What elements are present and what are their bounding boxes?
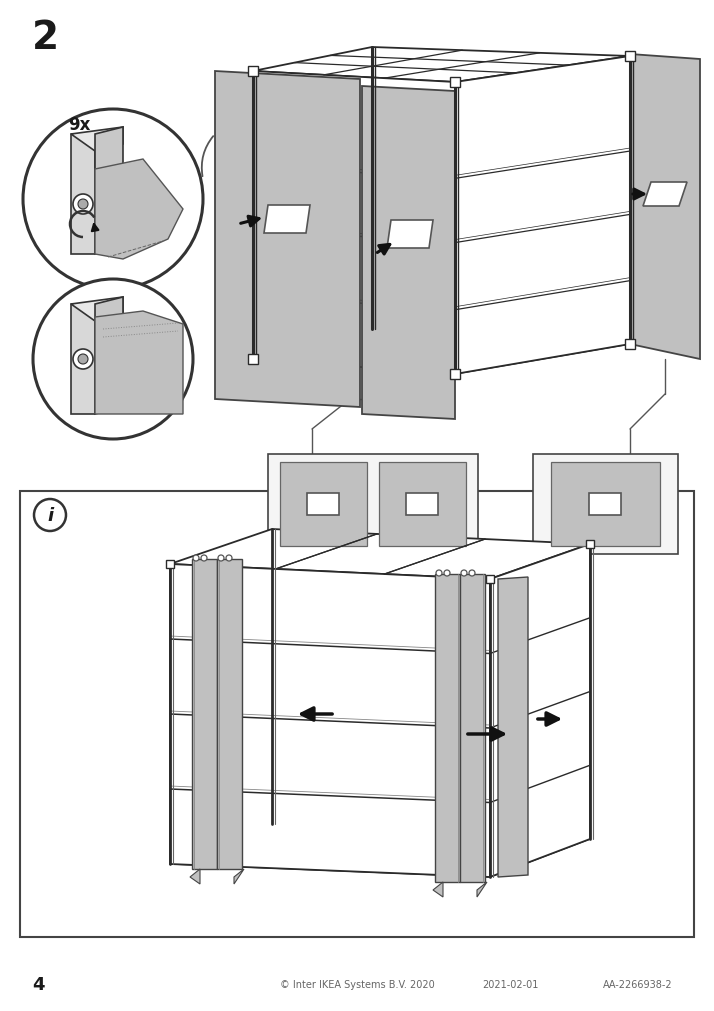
FancyBboxPatch shape [625,52,635,62]
Circle shape [436,570,442,576]
Polygon shape [362,87,455,420]
Polygon shape [589,493,621,516]
Polygon shape [455,57,630,375]
Circle shape [23,110,203,290]
Polygon shape [433,883,443,897]
Text: 2021-02-01: 2021-02-01 [482,979,538,989]
FancyBboxPatch shape [248,67,258,77]
Text: i: i [47,507,53,525]
Polygon shape [95,311,183,415]
Circle shape [73,350,93,370]
FancyBboxPatch shape [625,340,635,350]
Polygon shape [268,455,478,554]
Text: © Inter IKEA Systems B.V. 2020: © Inter IKEA Systems B.V. 2020 [280,979,434,989]
Circle shape [201,555,207,561]
Text: 4: 4 [32,975,44,993]
Polygon shape [630,55,700,360]
Polygon shape [551,463,660,547]
Polygon shape [477,883,487,897]
Polygon shape [192,559,217,869]
Polygon shape [71,134,95,255]
Polygon shape [460,574,485,883]
Polygon shape [71,127,123,152]
FancyBboxPatch shape [586,541,594,548]
Circle shape [461,570,467,576]
FancyBboxPatch shape [248,355,258,365]
Circle shape [73,195,93,214]
Circle shape [193,555,199,561]
Polygon shape [95,127,123,255]
Polygon shape [264,206,310,234]
Polygon shape [71,304,95,415]
Polygon shape [215,72,360,407]
Circle shape [33,280,193,440]
Polygon shape [234,869,244,885]
Polygon shape [95,297,123,415]
Polygon shape [435,574,460,883]
Polygon shape [280,463,367,547]
FancyBboxPatch shape [20,491,694,937]
Circle shape [469,570,475,576]
Polygon shape [498,577,528,878]
Polygon shape [217,559,242,869]
Polygon shape [387,220,433,249]
Polygon shape [170,530,590,579]
Circle shape [78,200,88,210]
Circle shape [78,355,88,365]
Polygon shape [71,297,123,321]
Polygon shape [379,463,466,547]
Circle shape [34,499,66,532]
Polygon shape [136,197,160,212]
Polygon shape [253,72,455,375]
Polygon shape [170,824,590,878]
Circle shape [218,555,224,561]
Circle shape [444,570,450,576]
Polygon shape [490,545,590,878]
Polygon shape [253,330,630,375]
Polygon shape [643,183,687,207]
Text: 9x: 9x [68,116,91,133]
FancyBboxPatch shape [450,370,460,379]
FancyBboxPatch shape [486,575,494,583]
FancyBboxPatch shape [450,78,460,88]
Circle shape [226,555,232,561]
Text: AA-2266938-2: AA-2266938-2 [603,979,673,989]
Polygon shape [95,160,183,260]
FancyBboxPatch shape [166,560,174,568]
Polygon shape [170,564,490,878]
Text: 2: 2 [32,19,59,57]
Polygon shape [307,493,339,516]
Polygon shape [533,455,678,554]
Polygon shape [253,48,630,83]
Polygon shape [406,493,438,516]
Polygon shape [190,869,200,885]
